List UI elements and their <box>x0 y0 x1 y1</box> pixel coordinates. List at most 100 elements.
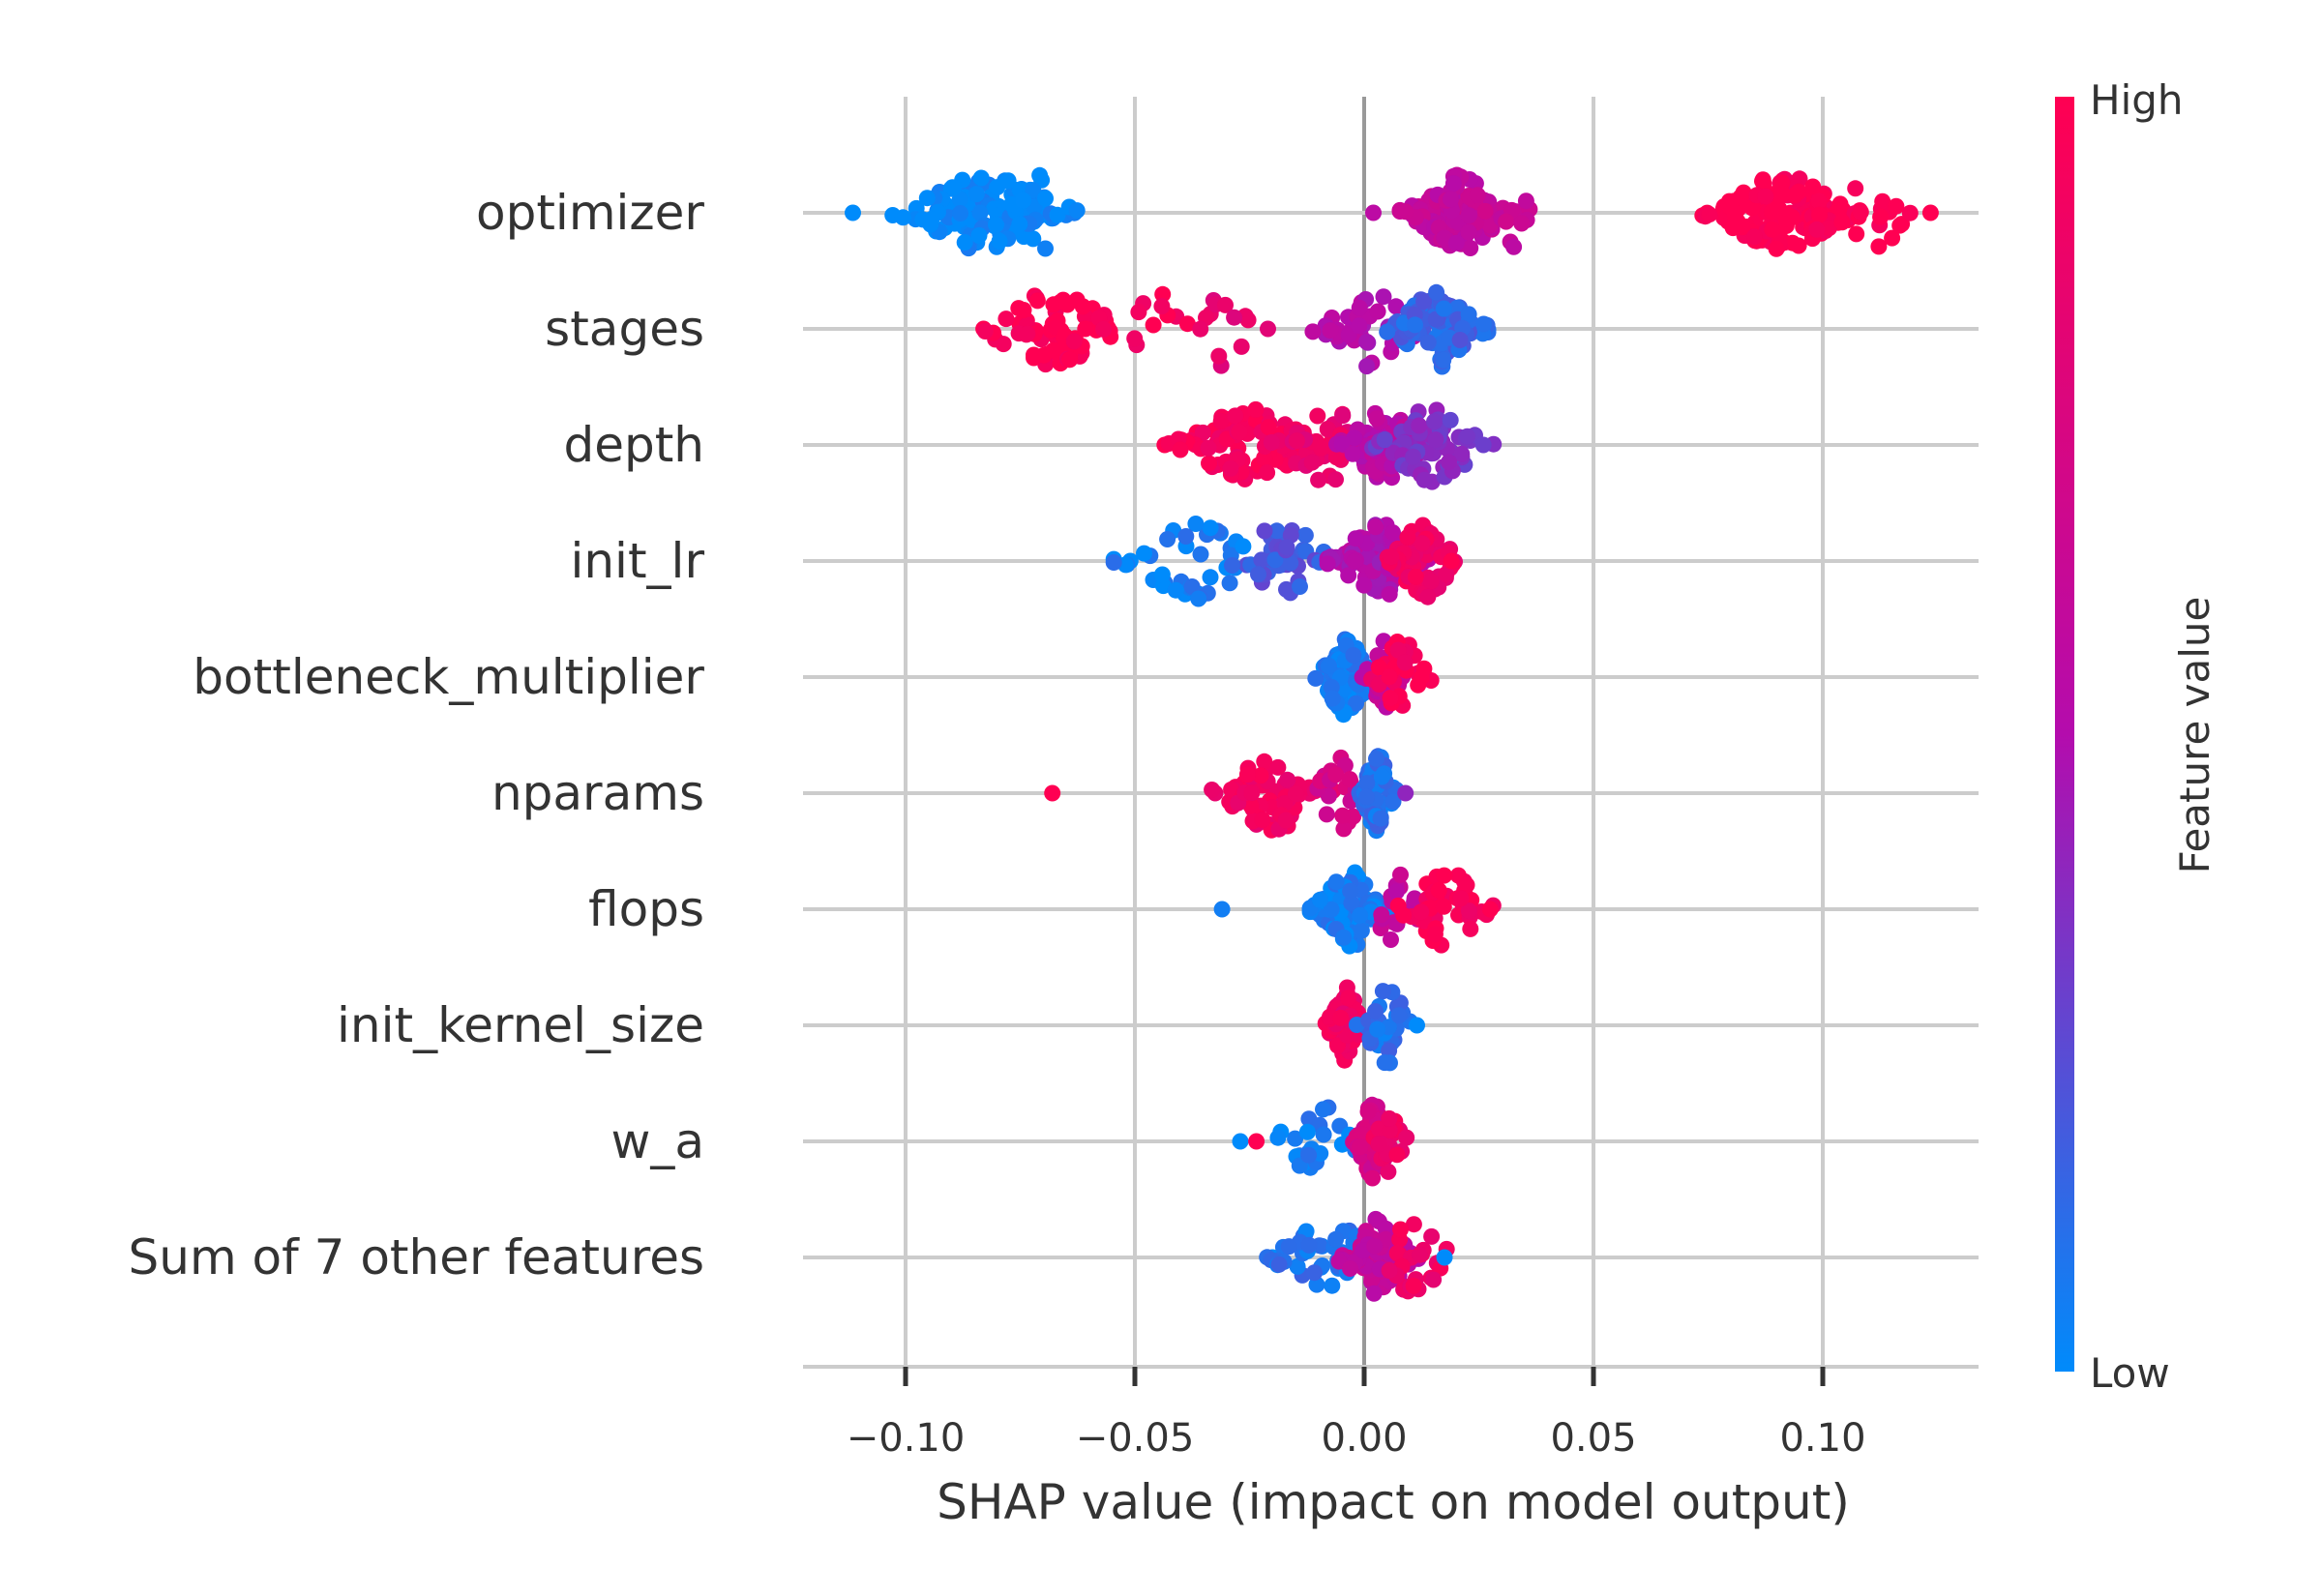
shap-point <box>1757 188 1774 205</box>
shap-point <box>1451 332 1469 348</box>
shap-point <box>1289 1257 1306 1275</box>
shap-point <box>1384 524 1401 542</box>
shap-point <box>1888 197 1905 215</box>
shap-point <box>1334 407 1352 425</box>
shap-point <box>1310 471 1327 488</box>
shap-point <box>1407 568 1424 585</box>
shap-point <box>1346 429 1363 447</box>
shap-point <box>1327 873 1345 891</box>
shap-point <box>1459 428 1475 445</box>
shap-point <box>922 216 939 233</box>
shap-point <box>971 204 989 222</box>
shap-point <box>1280 1238 1297 1256</box>
shap-point <box>1369 1020 1386 1038</box>
shap-point <box>1167 581 1184 599</box>
shap-point <box>1319 555 1336 573</box>
shap-point <box>1821 220 1837 237</box>
shap-point <box>1430 882 1447 899</box>
shap-point <box>1517 192 1534 210</box>
shap-point <box>1068 202 1086 220</box>
shap-point <box>1018 326 1035 343</box>
shap-point <box>1368 410 1385 428</box>
shap-point <box>894 209 911 226</box>
shap-point <box>1202 569 1219 586</box>
shap-point <box>1374 983 1391 1000</box>
shap-point <box>1435 300 1452 317</box>
shap-point <box>1443 552 1460 570</box>
shap-point <box>997 310 1015 328</box>
shap-point <box>1044 784 1061 802</box>
shap-point <box>1375 288 1392 306</box>
shap-point <box>1469 187 1486 204</box>
x-tick-label: −0.05 <box>1076 1416 1195 1461</box>
shap-point <box>1287 785 1304 803</box>
shap-point <box>1010 300 1027 317</box>
feature-label: Sum of 7 other features <box>129 1229 704 1286</box>
shap-point <box>1373 768 1390 785</box>
shap-point <box>1387 298 1405 315</box>
shap-point <box>1247 400 1265 418</box>
shap-point <box>1810 192 1828 210</box>
shap-point <box>1300 1236 1318 1254</box>
shap-point <box>1335 929 1353 946</box>
shap-point <box>1266 551 1284 569</box>
shap-point <box>1391 201 1409 219</box>
shap-point <box>1398 1129 1415 1146</box>
shap-point <box>1045 341 1062 359</box>
shap-point <box>1210 347 1228 365</box>
shap-point <box>1324 1277 1341 1294</box>
shap-point <box>1327 1230 1345 1248</box>
shap-point <box>1327 766 1345 783</box>
shap-point <box>1359 1103 1377 1120</box>
shap-point <box>1347 530 1364 547</box>
shap-point <box>1358 358 1376 375</box>
shap-point <box>1126 330 1144 347</box>
shap-point <box>1399 529 1416 546</box>
shap-point <box>1248 1133 1265 1150</box>
shap-point <box>1256 753 1273 770</box>
shap-point <box>1764 203 1781 221</box>
shap-point <box>1743 199 1761 217</box>
shap-point <box>1381 1122 1398 1139</box>
shap-point <box>918 190 936 207</box>
shap-point <box>1392 1221 1409 1238</box>
shap-point <box>1037 190 1054 207</box>
feature-label: depth <box>563 417 704 473</box>
shap-point <box>1513 215 1531 232</box>
feature-label: stages <box>545 301 704 357</box>
shap-point <box>1804 178 1822 195</box>
shap-point <box>1172 441 1189 458</box>
shap-point <box>1260 419 1277 436</box>
shap-point <box>1847 180 1864 197</box>
shap-point <box>1298 1123 1316 1140</box>
shap-point <box>1383 548 1400 566</box>
shap-point <box>1474 436 1492 454</box>
shap-point <box>845 204 861 222</box>
shap-point <box>1327 471 1344 488</box>
shap-point <box>1476 202 1494 220</box>
shap-point <box>1292 578 1308 595</box>
shap-point <box>1254 812 1271 829</box>
x-axis-title: SHAP value (impact on model output) <box>937 1474 1850 1530</box>
shap-point <box>1311 891 1328 908</box>
shap-point <box>1405 1216 1422 1233</box>
x-tick-label: 0.10 <box>1779 1416 1865 1461</box>
shap-point <box>1145 316 1162 334</box>
shap-point <box>1369 303 1386 320</box>
shap-point <box>1136 545 1152 562</box>
shap-point <box>1065 333 1083 350</box>
shap-point <box>1177 528 1195 545</box>
x-tick-label: 0.05 <box>1550 1416 1636 1461</box>
shap-point <box>1383 931 1399 948</box>
shap-point <box>1460 306 1477 323</box>
shap-point <box>1734 219 1751 236</box>
shap-point <box>1224 557 1240 574</box>
shap-point <box>1306 1264 1323 1282</box>
shap-point <box>1475 315 1492 333</box>
shap-point <box>1222 459 1239 477</box>
shap-point <box>1334 807 1352 824</box>
shap-point <box>1436 867 1453 884</box>
shap-point <box>1884 229 1901 247</box>
shap-point <box>1190 590 1207 607</box>
